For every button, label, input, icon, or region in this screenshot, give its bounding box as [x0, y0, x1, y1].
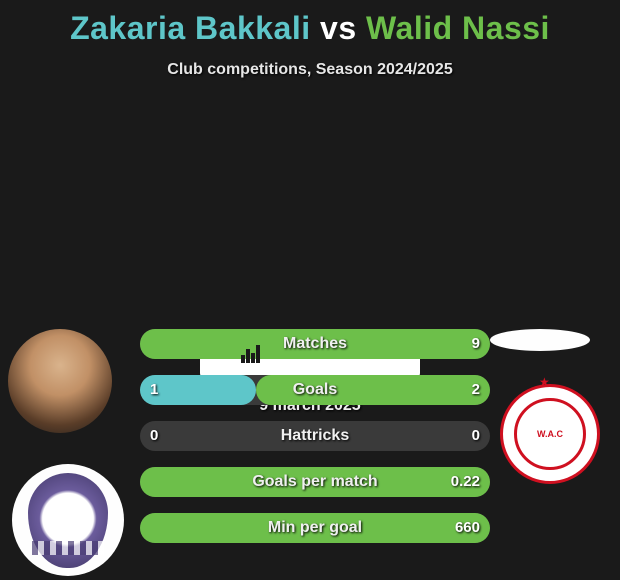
stat-bar-fill-right — [140, 467, 490, 497]
player1-avatar — [8, 329, 112, 433]
stat-bar-fill-right — [140, 513, 490, 543]
stat-bar-row: Goals per match0.22 — [140, 467, 490, 497]
bar-chart-icon — [241, 345, 261, 363]
stat-bar-value-left: 0 — [150, 421, 158, 451]
stat-bar-row: Min per goal660 — [140, 513, 490, 543]
comparison-title: Zakaria Bakkali vs Walid Nassi — [0, 0, 620, 47]
club2-badge: ★ W.A.C — [500, 384, 600, 484]
stat-bar-row: Matches9 — [140, 329, 490, 359]
stat-bar-value-right: 2 — [472, 375, 480, 405]
stat-bar-value-right: 9 — [472, 329, 480, 359]
player2-avatar — [490, 329, 590, 351]
content-area: ★ W.A.C Matches9Goals12Hattricks00Goals … — [0, 329, 620, 415]
stat-bar-value-right: 0 — [472, 421, 480, 451]
title-player2: Walid Nassi — [366, 10, 550, 46]
stat-bar-value-left: 1 — [150, 375, 158, 405]
club2-badge-inner: W.A.C — [514, 398, 586, 470]
stat-bar-fill-right — [256, 375, 491, 405]
subtitle: Club competitions, Season 2024/2025 — [0, 61, 620, 79]
club2-badge-text: W.A.C — [537, 430, 563, 439]
stat-bars: Matches9Goals12Hattricks00Goals per matc… — [140, 329, 490, 559]
stat-bar-fill-right — [140, 329, 490, 359]
stat-bar-value-right: 660 — [455, 513, 480, 543]
club1-badge-inner — [28, 473, 108, 568]
title-player1: Zakaria Bakkali — [70, 10, 311, 46]
club1-badge-stripes — [32, 541, 104, 555]
club1-badge — [12, 464, 124, 576]
stat-bar-row: Goals12 — [140, 375, 490, 405]
club2-star-icon: ★ — [539, 375, 550, 389]
stat-bar-row: Hattricks0 0 — [140, 421, 490, 451]
stat-bar-label: Hattricks — [140, 421, 490, 451]
stat-bar-value-right: 0.22 — [451, 467, 480, 497]
title-vs: vs — [311, 10, 366, 46]
